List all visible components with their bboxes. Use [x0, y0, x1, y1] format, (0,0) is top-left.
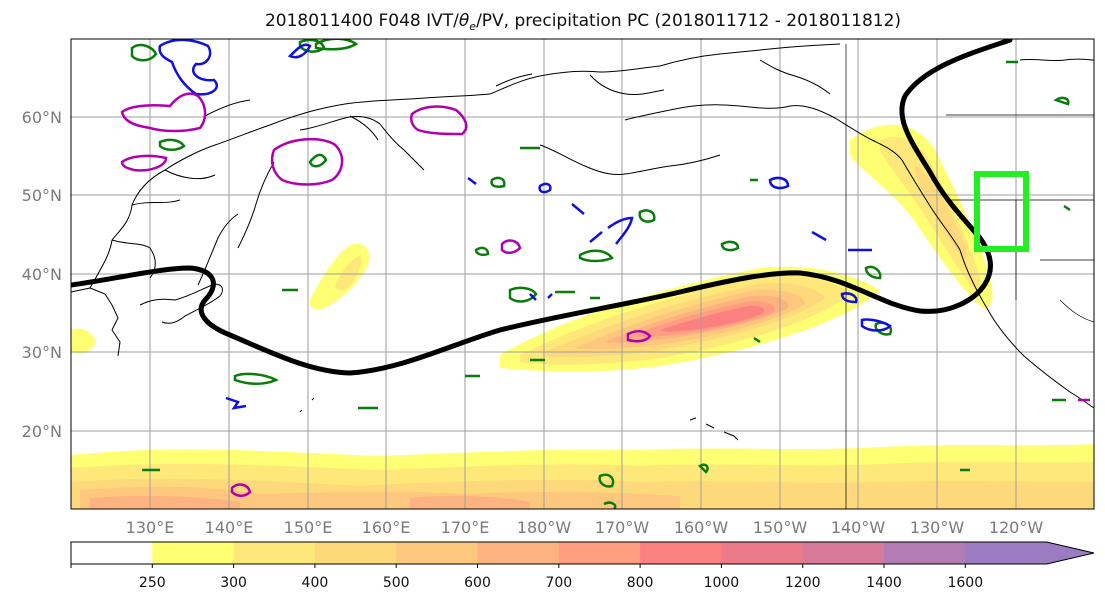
lat-label: 50°N [22, 186, 62, 205]
colorbar-segment [884, 542, 966, 564]
colorbar-segment [71, 542, 153, 564]
lon-label: 140°E [205, 518, 254, 537]
lon-label: 160°E [362, 518, 411, 537]
lon-label: 180°W [517, 518, 572, 537]
colorbar-segment [314, 542, 397, 564]
colorbar-label: 250 [139, 575, 166, 591]
theta-e-contour [71, 39, 1013, 376]
lon-label: 130°W [910, 518, 965, 537]
colorbar-ticks [70, 564, 966, 568]
lon-label: 130°E [126, 518, 175, 537]
figure-title: 2018011400 F048 IVT/θe/PV, precipitation… [265, 11, 901, 33]
map-panel [71, 39, 1094, 509]
colorbar: 250 300 400 500 600 700 800 1000 1200 1400 1600 [70, 541, 1095, 591]
colorbar-label: 400 [302, 575, 329, 591]
colorbar-segment [233, 542, 316, 564]
colorbar-segment [558, 542, 641, 564]
colorbar-label: 500 [383, 575, 410, 591]
target-region-box [974, 171, 1029, 252]
lon-label: 170°W [595, 518, 650, 537]
colorbar-segments [70, 541, 1095, 565]
map-frame [70, 38, 1095, 510]
ivt-coastal-plume [850, 124, 993, 310]
colorbar-segment [396, 542, 478, 564]
colorbar-segment [965, 542, 1048, 564]
colorbar-label: 600 [464, 575, 491, 591]
lon-label: 120°W [989, 518, 1044, 537]
lon-label: 160°W [674, 518, 729, 537]
colorbar-segment [721, 542, 804, 564]
colorbar-label: 700 [545, 575, 572, 591]
ivt-atmospheric-river [500, 266, 880, 372]
lon-label: 170°E [441, 518, 490, 537]
colorbar-segment [477, 542, 560, 564]
colorbar-label: 800 [627, 575, 654, 591]
coastlines [71, 43, 1094, 509]
lat-label: 20°N [22, 422, 62, 441]
longitude-labels: 130°E 140°E 150°E 160°E 170°E 180°W 170°… [126, 518, 1044, 537]
lat-label: 30°N [22, 343, 62, 362]
ivt-tropical-band [71, 444, 1094, 509]
lon-label: 140°W [831, 518, 886, 537]
colorbar-label: 1600 [947, 575, 983, 591]
colorbar-segment [640, 542, 722, 564]
lon-label: 150°W [753, 518, 808, 537]
colorbar-segment [152, 542, 235, 564]
ivt-minor-patches [71, 243, 370, 354]
colorbar-extend-arrow [1046, 542, 1094, 564]
colorbar-labels: 250 300 400 500 600 700 800 1000 1200 1400 1600 [139, 575, 983, 591]
colorbar-label: 300 [220, 575, 247, 591]
pv-contours [120, 39, 1090, 509]
colorbar-label: 1000 [704, 575, 740, 591]
colorbar-label: 1400 [866, 575, 902, 591]
colorbar-segment [802, 542, 885, 564]
colorbar-label: 1200 [785, 575, 821, 591]
lat-label: 60°N [22, 108, 62, 127]
lat-label: 40°N [22, 265, 62, 284]
colorbar-outline [70, 541, 1095, 565]
latitude-labels: 60°N 50°N 40°N 30°N 20°N [22, 108, 62, 441]
lon-label: 150°E [284, 518, 333, 537]
